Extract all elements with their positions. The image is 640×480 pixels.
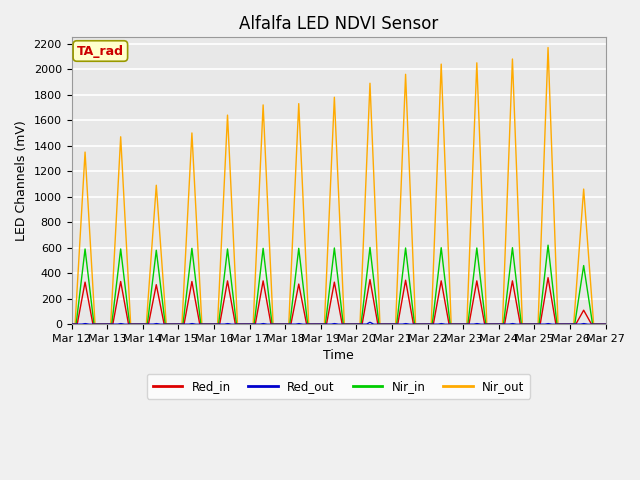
Title: Alfalfa LED NDVI Sensor: Alfalfa LED NDVI Sensor <box>239 15 438 33</box>
Legend: Red_in, Red_out, Nir_in, Nir_out: Red_in, Red_out, Nir_in, Nir_out <box>147 374 531 398</box>
Text: TA_rad: TA_rad <box>77 45 124 58</box>
Y-axis label: LED Channels (mV): LED Channels (mV) <box>15 120 28 241</box>
X-axis label: Time: Time <box>323 349 354 362</box>
